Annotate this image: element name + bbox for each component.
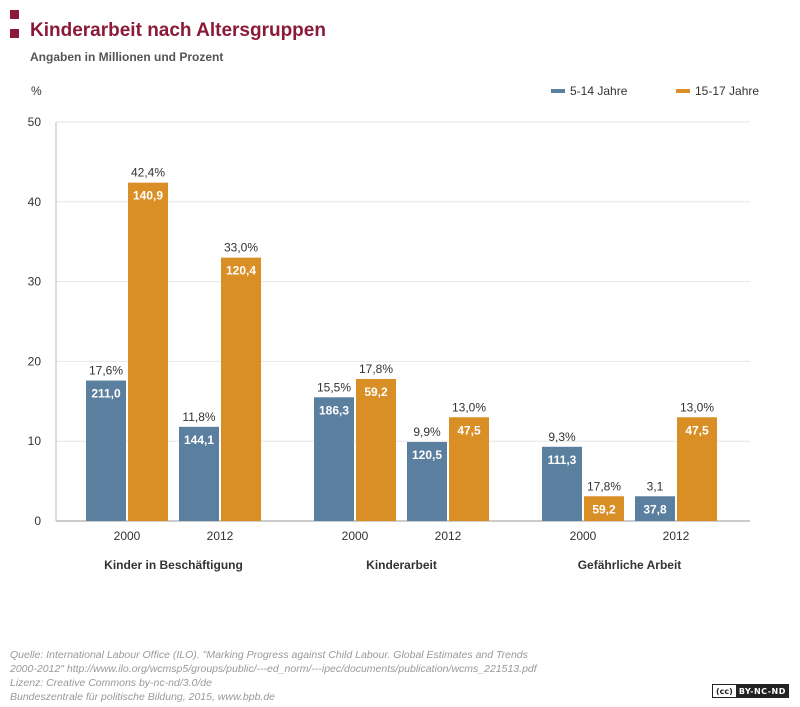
bar-5-14 [179, 426, 219, 521]
bar-5-14 [314, 397, 354, 521]
legend-swatch-5-14 [551, 89, 565, 93]
count-label: 120,5 [412, 448, 442, 462]
x-tick-label: 2000 [342, 529, 369, 543]
bar-15-17 [584, 496, 624, 521]
bar-chart: 0 10 20 30 40 50 17,6% 211,0 42,4% 140,9 2000 11,8%… [28, 115, 750, 572]
source-line: 2000-2012" http://www.ilo.org/wcmsp5/gro… [10, 663, 537, 675]
y-tick-label: 0 [34, 514, 41, 528]
percent-label: 17,8% [587, 479, 621, 493]
cc-icon: (cc) [713, 685, 737, 697]
x-tick-label: 2012 [663, 529, 690, 543]
count-label: 37,8 [643, 502, 667, 516]
count-label: 47,5 [685, 423, 709, 437]
y-tick-label: 50 [28, 115, 42, 129]
count-label: 186,3 [319, 403, 349, 417]
percent-label: 11,8% [182, 410, 215, 424]
percent-label: 13,0% [680, 400, 714, 414]
legend-item-15-17: 15-17 Jahre [676, 84, 759, 98]
x-tick-label: 2000 [114, 529, 141, 543]
y-tick-label: 30 [28, 275, 42, 289]
count-label: 144,1 [184, 433, 214, 447]
percent-label: 15,5% [317, 380, 351, 394]
percent-label: 9,9% [413, 425, 441, 439]
count-label: 120,4 [226, 264, 256, 278]
cc-license-badge[interactable]: (cc) BY-NC-ND [712, 684, 789, 698]
count-label: 59,2 [592, 502, 616, 516]
percent-label: 33,0% [224, 241, 258, 255]
count-label: 59,2 [364, 385, 388, 399]
bar-15-17 [449, 417, 489, 521]
bar-5-14 [86, 380, 126, 521]
y-tick-label: 40 [28, 195, 42, 209]
chart-subtitle: Angaben in Millionen und Prozent [30, 50, 224, 64]
cc-license-label: BY-NC-ND [736, 685, 788, 697]
bar-15-17 [221, 257, 261, 521]
bar-15-17 [356, 378, 396, 521]
percent-label: 17,6% [89, 364, 123, 378]
percent-label: 3,1 [647, 479, 664, 493]
publisher-line: Bundeszentrale für politische Bildung, 2… [10, 691, 276, 703]
x-tick-label: 2000 [570, 529, 597, 543]
y-axis-label: % [31, 84, 42, 98]
bar-5-14 [542, 446, 582, 521]
percent-label: 42,4% [131, 166, 165, 180]
title-marker-top [10, 10, 19, 19]
count-label: 47,5 [457, 423, 481, 437]
count-label: 111,3 [548, 453, 577, 467]
group-label: Kinderarbeit [366, 558, 437, 572]
bar-15-17 [128, 182, 168, 521]
source-note: Quelle: International Labour Office (ILO… [10, 648, 537, 704]
license-line: Lizenz: Creative Commons by-nc-nd/3.0/de [10, 677, 212, 689]
legend-item-5-14: 5-14 Jahre [551, 84, 627, 98]
percent-label: 17,8% [359, 362, 393, 376]
legend-label-15-17: 15-17 Jahre [695, 84, 760, 98]
percent-label: 13,0% [452, 400, 486, 414]
group-label: Gefährliche Arbeit [578, 558, 682, 572]
chart-title: Kinderarbeit nach Altersgruppen [30, 20, 326, 41]
y-tick-label: 10 [28, 434, 42, 448]
x-tick-label: 2012 [435, 529, 462, 543]
count-label: 140,9 [133, 189, 163, 203]
bar-5-14 [407, 441, 447, 521]
percent-label: 9,3% [548, 430, 576, 444]
bar-5-14 [635, 496, 675, 521]
x-tick-label: 2012 [207, 529, 234, 543]
group-label: Kinder in Beschäftigung [104, 558, 243, 572]
bar-15-17 [677, 417, 717, 521]
y-tick-label: 20 [28, 354, 42, 368]
legend-swatch-15-17 [676, 89, 690, 93]
count-label: 211,0 [91, 387, 121, 401]
legend-label-5-14: 5-14 Jahre [570, 84, 628, 98]
title-marker-bottom [10, 29, 19, 38]
source-line: Quelle: International Labour Office (ILO… [10, 649, 528, 661]
